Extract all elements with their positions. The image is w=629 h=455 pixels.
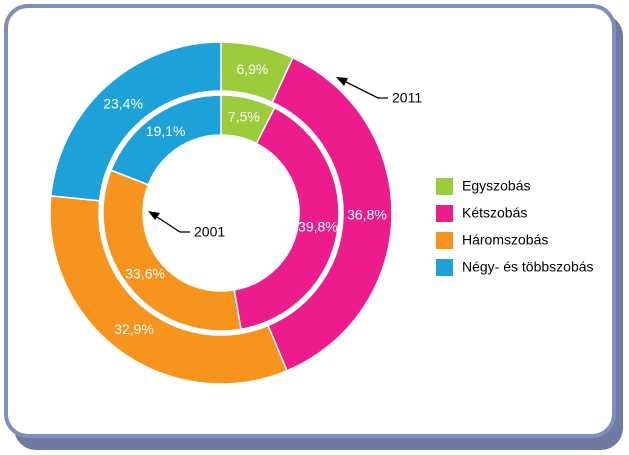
data-label: 19,1% [146,123,186,139]
legend-label: Négy- és többszobás [462,259,594,275]
arrow-head [336,77,348,86]
annotation-2011: 2011 [336,77,422,106]
arrow [153,214,190,233]
annotation: 2011 [392,90,422,106]
legend-swatch [436,259,453,276]
data-label: 23,4% [103,95,143,111]
donut-segment [233,106,340,331]
ring-separator [99,91,343,335]
legend-label: Háromszobás [462,232,548,248]
data-label: 7,5% [228,108,260,124]
data-label: 33,6% [125,266,165,282]
data-label: 32,9% [114,321,154,337]
legend-label: Kétszobás [462,205,527,221]
legend-swatch [436,205,453,222]
donut-segment [110,94,222,186]
donut-segment [49,195,288,385]
data-label: 39,8% [298,218,338,234]
arrow-head [148,211,160,220]
legend-swatch [436,232,453,249]
donut-segment [102,169,242,332]
legend-swatch [436,178,453,195]
annotation-2001: 2001 [148,211,225,240]
donut-segment [50,41,222,202]
donut: 6,9% 36,8% 32,9% 23,4% 7,5% 39,8% 33,6% 19,1% [49,41,393,385]
data-label: 36,8% [347,206,387,222]
arrow [341,79,388,99]
annotation: 2001 [194,224,225,240]
data-label: 6,9% [236,61,268,77]
legend: Egyszobás Kétszobás Háromszobás Négy- és tö… [436,178,594,276]
donut-segment [267,56,393,372]
legend-label: Egyszobás [462,178,530,194]
